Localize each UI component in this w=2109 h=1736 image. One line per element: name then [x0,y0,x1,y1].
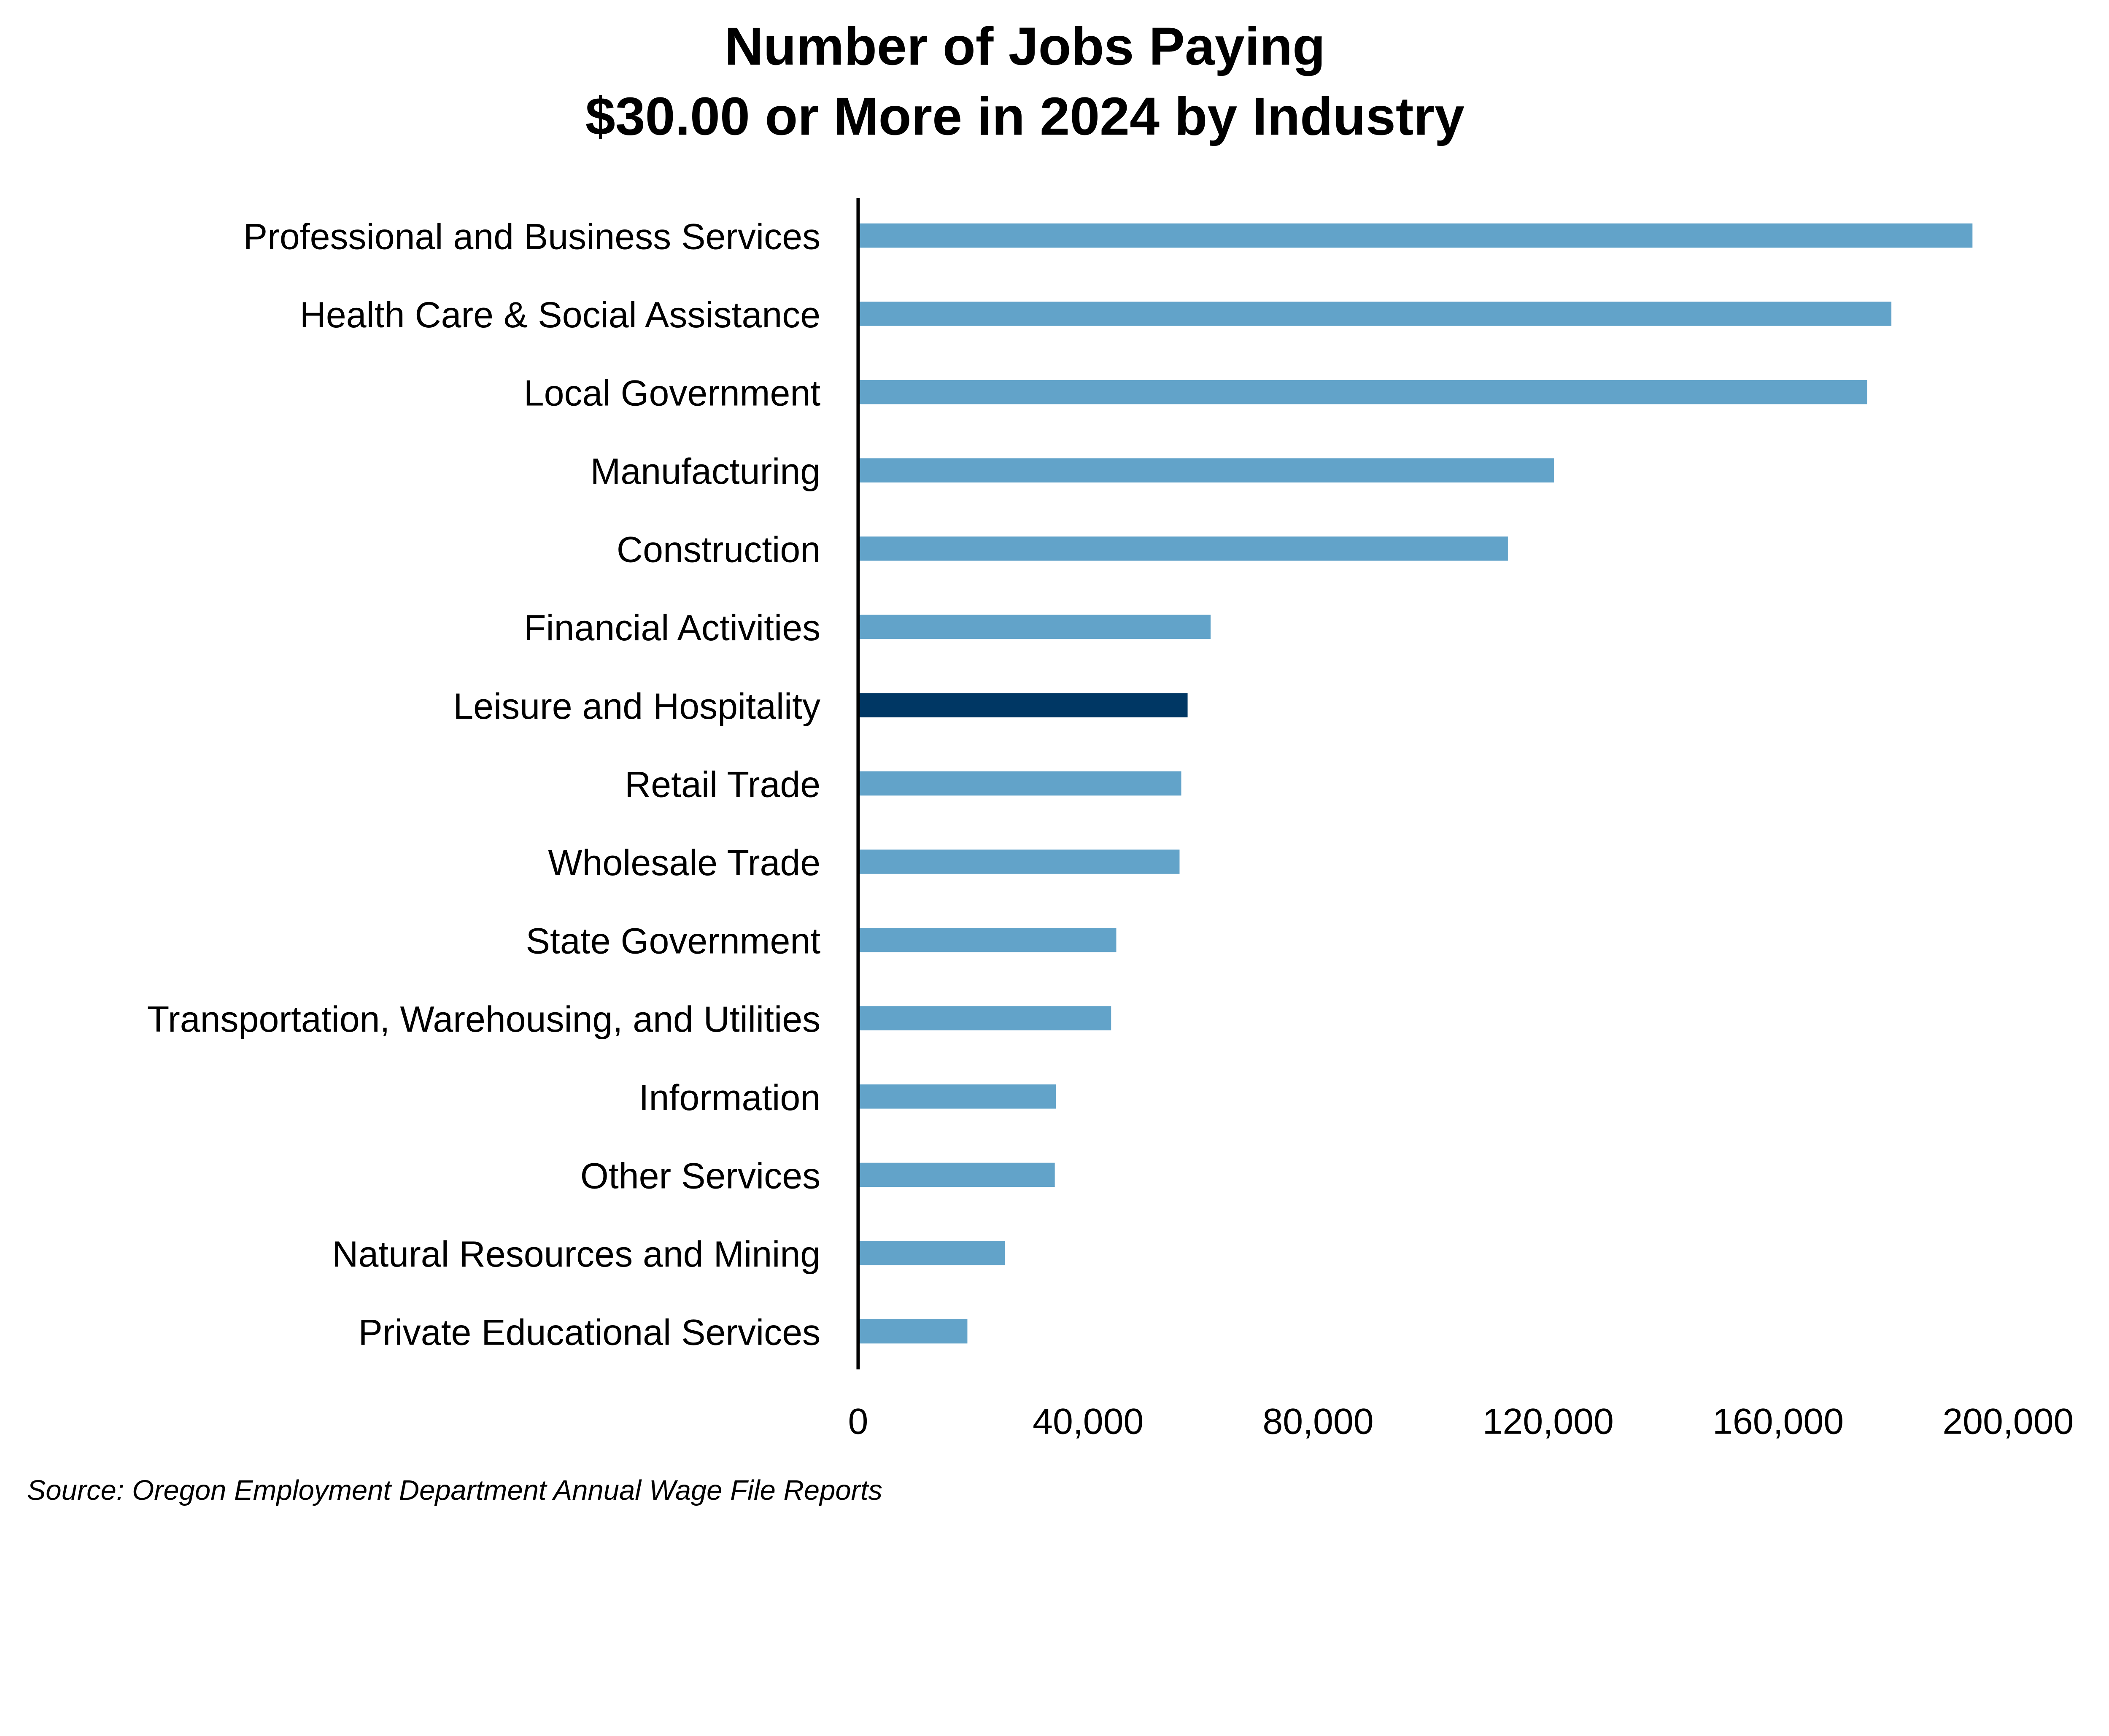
x-tick-labels: 0 40,000 80,000 120,000 160,000 200,000 [848,1402,2074,1442]
x-tick-label: 0 [848,1402,868,1442]
category-label: Financial Activities [524,608,820,648]
chart-title-line-1: Number of Jobs Paying [725,16,1326,76]
x-tick-label: 40,000 [1033,1402,1143,1442]
category-label: Professional and Business Services [243,216,820,257]
bar-retail-trade [858,771,1181,796]
source-note: Source: Oregon Employment Department Ann… [27,1475,882,1506]
bar-private-educational-services [858,1319,968,1344]
bar-natural-resources-and-mining [858,1241,1005,1265]
bar-manufacturing [858,458,1554,483]
bar-state-government [858,928,1117,952]
category-label: Private Educational Services [358,1313,820,1353]
bar-financial-activities [858,615,1211,639]
category-label: Other Services [580,1156,820,1196]
bar-information [858,1084,1056,1109]
category-label: Leisure and Hospitality [453,686,820,727]
category-labels: Professional and Business Services Health… [147,216,820,1353]
category-label: Local Government [524,373,820,413]
category-label: Wholesale Trade [548,843,820,883]
x-tick-label: 120,000 [1483,1402,1614,1442]
bar-professional-and-business-services [858,223,1973,248]
category-label: Natural Resources and Mining [332,1234,820,1275]
category-label: Manufacturing [591,451,820,492]
category-label: Health Care & Social Assistance [300,295,820,335]
bar-wholesale-trade [858,849,1180,874]
bar-construction [858,536,1508,561]
bar-health-care-social-assistance [858,302,1892,326]
chart-title-line-2: $30.00 or More in 2024 by Industry [585,86,1464,146]
x-tick-label: 80,000 [1262,1402,1373,1442]
x-tick-label: 200,000 [1942,1402,2074,1442]
category-label: Information [639,1078,821,1118]
bar-chart: Number of Jobs Paying $30.00 or More in … [27,16,2074,1506]
bars-group [858,223,1973,1344]
bar-other-services [858,1162,1055,1187]
x-tick-label: 160,000 [1713,1402,1844,1442]
bar-local-government [858,380,1867,404]
bar-transportation-warehousing-and-utilities [858,1006,1111,1030]
category-label: Construction [617,530,820,570]
bar-leisure-and-hospitality [858,693,1188,717]
category-label: State Government [526,921,821,962]
category-label: Transportation, Warehousing, and Utiliti… [147,999,820,1040]
category-label: Retail Trade [625,764,820,805]
